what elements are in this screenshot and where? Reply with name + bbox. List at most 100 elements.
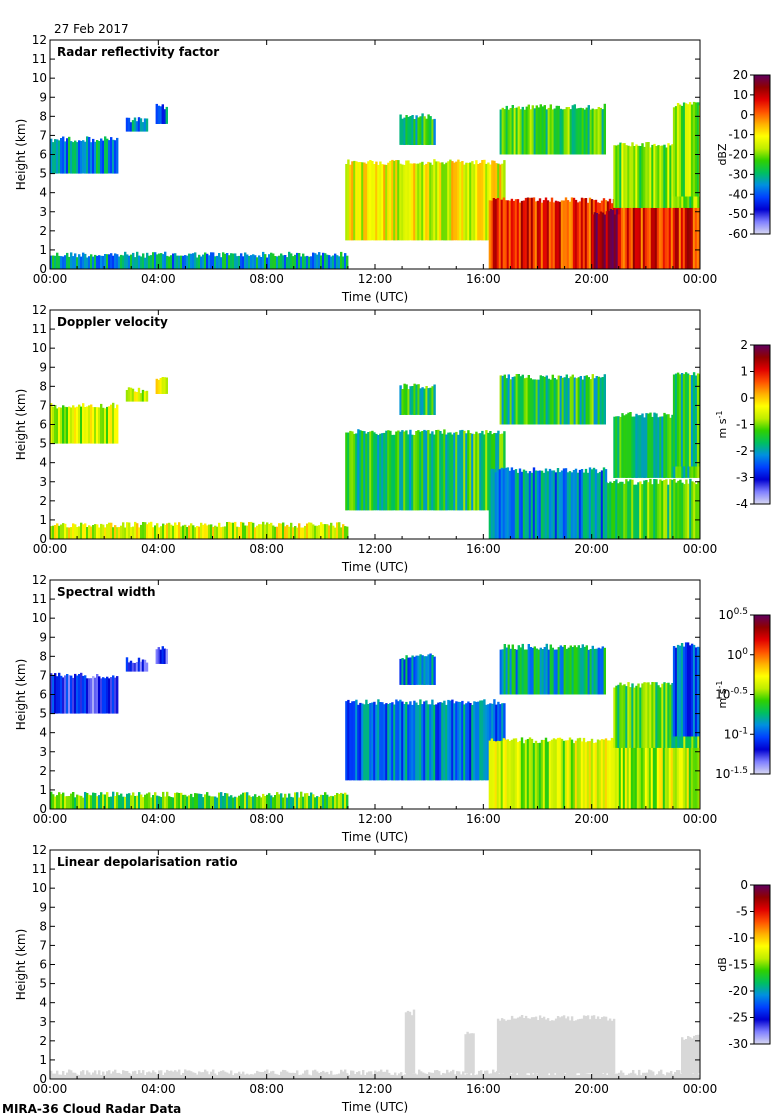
echo-region bbox=[155, 103, 168, 124]
echo-region bbox=[499, 374, 606, 425]
y-tick-label: 5 bbox=[39, 437, 47, 451]
y-tick-label: 8 bbox=[39, 919, 47, 933]
x-tick-label: 12:00 bbox=[358, 812, 393, 826]
y-tick-label: 4 bbox=[39, 996, 47, 1010]
x-tick-label: 16:00 bbox=[466, 272, 501, 286]
colorbar-tick-label: 10 bbox=[733, 88, 748, 102]
echo-region bbox=[155, 646, 168, 664]
footer-label: MIRA-36 Cloud Radar Data bbox=[2, 1102, 181, 1116]
colorbar-tick-label: 20 bbox=[733, 68, 748, 82]
echo-region bbox=[399, 113, 436, 145]
colorbar-unit: dB bbox=[716, 957, 729, 972]
colorbar-tick-label: 2 bbox=[740, 338, 748, 352]
x-axis-label: Time (UTC) bbox=[341, 830, 408, 844]
y-tick-label: 0 bbox=[39, 532, 47, 546]
y-tick-label: 9 bbox=[39, 900, 47, 914]
x-tick-label: 04:00 bbox=[141, 812, 176, 826]
y-tick-label: 10 bbox=[32, 611, 47, 625]
colorbar bbox=[753, 344, 771, 505]
colorbar-tick-label: 100 bbox=[727, 647, 748, 662]
y-tick-label: 3 bbox=[39, 475, 47, 489]
echo-region bbox=[50, 672, 119, 714]
y-tick-label: 10 bbox=[32, 71, 47, 85]
y-tick-label: 11 bbox=[32, 862, 47, 876]
y-tick-label: 1 bbox=[39, 513, 47, 527]
echo-region bbox=[613, 682, 700, 748]
echo-region bbox=[125, 657, 149, 672]
echo-region bbox=[499, 103, 606, 155]
y-tick-label: 9 bbox=[39, 90, 47, 104]
y-tick-label: 6 bbox=[39, 148, 47, 162]
colorbar-tick-label: -60 bbox=[728, 227, 748, 241]
panel-title: Radar reflectivity factor bbox=[57, 45, 219, 59]
y-tick-label: 5 bbox=[39, 707, 47, 721]
y-tick-label: 6 bbox=[39, 418, 47, 432]
y-tick-label: 7 bbox=[39, 398, 47, 412]
echo-region bbox=[125, 117, 149, 132]
colorbar bbox=[753, 884, 771, 1045]
echo-region bbox=[496, 1015, 616, 1074]
y-tick-label: 4 bbox=[39, 726, 47, 740]
y-tick-label: 7 bbox=[39, 938, 47, 952]
echo-region bbox=[50, 136, 119, 174]
y-tick-label: 0 bbox=[39, 1072, 47, 1086]
x-tick-label: 00:00 bbox=[33, 272, 68, 286]
y-tick-label: 5 bbox=[39, 167, 47, 181]
data-field bbox=[50, 372, 700, 539]
y-tick-label: 10 bbox=[32, 881, 47, 895]
colorbar-tick-label: 0 bbox=[740, 391, 748, 405]
data-field bbox=[50, 1009, 700, 1079]
y-axis-label: Height (km) bbox=[14, 119, 28, 190]
x-tick-label: 04:00 bbox=[141, 542, 176, 556]
x-tick-label: 20:00 bbox=[574, 1082, 609, 1096]
x-axis-label: Time (UTC) bbox=[341, 1100, 408, 1114]
y-tick-label: 8 bbox=[39, 649, 47, 663]
panel-title: Doppler velocity bbox=[57, 315, 168, 329]
colorbar-tick-label: -3 bbox=[736, 471, 748, 485]
colorbar-tick-label: -20 bbox=[728, 148, 748, 162]
echo-region bbox=[672, 101, 700, 197]
colorbar-tick-label: -10 bbox=[728, 931, 748, 945]
echo-region bbox=[399, 383, 436, 415]
echo-region bbox=[399, 653, 436, 685]
y-tick-label: 12 bbox=[32, 843, 47, 857]
y-tick-label: 5 bbox=[39, 977, 47, 991]
colorbar-tick-label: 100.5 bbox=[718, 607, 748, 622]
x-tick-label: 08:00 bbox=[249, 812, 284, 826]
x-tick-label: 20:00 bbox=[574, 542, 609, 556]
colorbar-tick-label: -20 bbox=[728, 984, 748, 998]
x-tick-label: 00:00 bbox=[683, 1082, 718, 1096]
x-tick-label: 00:00 bbox=[33, 542, 68, 556]
y-tick-label: 9 bbox=[39, 360, 47, 374]
colorbar-tick-label: -5 bbox=[736, 905, 748, 919]
y-tick-label: 1 bbox=[39, 1053, 47, 1067]
y-axis-label: Height (km) bbox=[14, 389, 28, 460]
x-tick-label: 00:00 bbox=[683, 542, 718, 556]
y-tick-label: 8 bbox=[39, 109, 47, 123]
y-tick-label: 2 bbox=[39, 1034, 47, 1048]
echo-region bbox=[404, 1009, 416, 1074]
colorbar-tick-label: -40 bbox=[728, 187, 748, 201]
colorbar-tick-label: -4 bbox=[736, 497, 748, 511]
y-tick-label: 1 bbox=[39, 243, 47, 257]
data-field bbox=[50, 101, 700, 269]
y-tick-label: 11 bbox=[32, 322, 47, 336]
echo-region bbox=[488, 467, 608, 539]
x-tick-label: 12:00 bbox=[358, 542, 393, 556]
y-tick-label: 3 bbox=[39, 745, 47, 759]
echo-region bbox=[50, 1069, 700, 1079]
x-axis-label: Time (UTC) bbox=[341, 560, 408, 574]
echo-region bbox=[50, 521, 349, 539]
y-axis-label: Height (km) bbox=[14, 659, 28, 730]
x-tick-label: 12:00 bbox=[358, 1082, 393, 1096]
colorbar-tick-label: 10-1 bbox=[724, 726, 748, 741]
colorbar-tick-label: -30 bbox=[728, 1037, 748, 1051]
x-tick-label: 12:00 bbox=[358, 272, 393, 286]
colorbar-tick-label: -30 bbox=[728, 167, 748, 181]
y-tick-label: 11 bbox=[32, 592, 47, 606]
colorbar-tick-label: -25 bbox=[728, 1011, 748, 1025]
colorbar bbox=[753, 614, 771, 775]
x-tick-label: 04:00 bbox=[141, 1082, 176, 1096]
